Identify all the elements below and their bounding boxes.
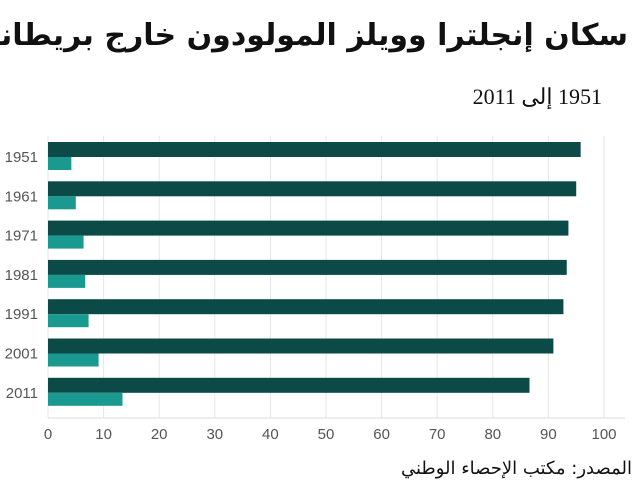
chart-subtitle: 1951 إلى 2011 [472, 84, 602, 109]
x-tick-label: 40 [262, 426, 279, 443]
x-tick-label: 0 [44, 426, 52, 443]
bar-series-2 [48, 392, 123, 406]
y-tick-label: 1951 [5, 149, 38, 166]
y-tick-label: 1991 [5, 306, 38, 323]
bar-series-1 [48, 181, 577, 197]
bar-series-1 [48, 259, 567, 275]
x-tick-label: 60 [373, 426, 390, 443]
bar-series-2 [48, 353, 99, 367]
y-tick-label: 1981 [5, 267, 38, 284]
bar-series-1 [48, 338, 554, 354]
x-tick-label: 70 [429, 426, 446, 443]
chart-title: سكان إنجلترا وويلز المولودون خارج بريطان… [0, 18, 629, 53]
x-tick-label: 10 [95, 426, 112, 443]
x-tick-label: 50 [318, 426, 335, 443]
bar-series-1 [48, 220, 569, 236]
bar-series-2 [48, 274, 86, 288]
source-note: المصدر: مكتب الإحصاء الوطني [400, 458, 632, 479]
y-tick-label: 1971 [5, 228, 38, 245]
y-tick-label: 2001 [5, 346, 38, 363]
x-tick-label: 90 [540, 426, 557, 443]
x-tick-label: 100 [591, 426, 616, 443]
bar-series-2 [48, 235, 84, 249]
bar-series-2 [48, 314, 89, 328]
x-tick-label: 80 [484, 426, 501, 443]
bar-series-2 [48, 196, 76, 210]
bar-series-1 [48, 299, 564, 315]
bar-series-1 [48, 142, 581, 157]
x-tick-label: 20 [151, 426, 168, 443]
y-tick-label: 1961 [5, 188, 38, 205]
bar-series-1 [48, 377, 530, 393]
y-tick-label: 2011 [6, 385, 38, 402]
bar-series-2 [48, 157, 72, 170]
x-tick-label: 30 [206, 426, 223, 443]
